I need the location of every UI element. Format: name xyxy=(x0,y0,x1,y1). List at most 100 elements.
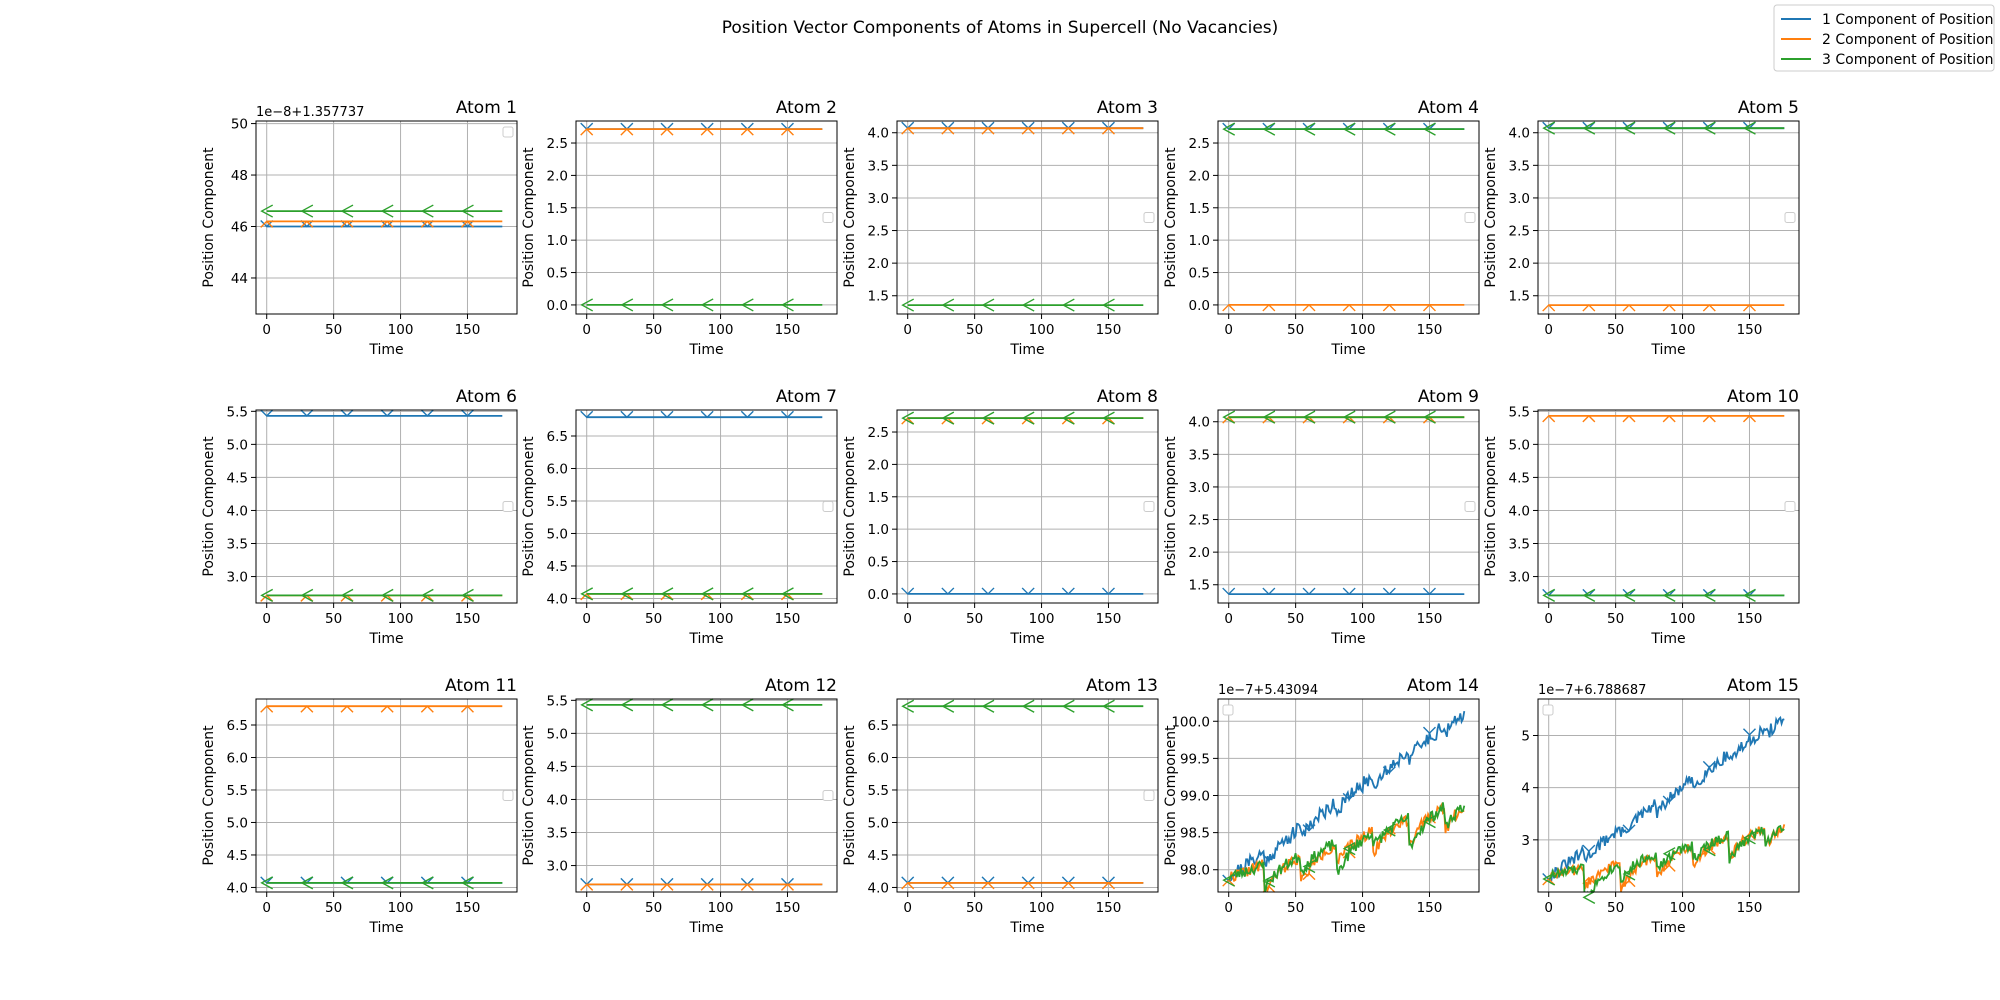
series-marker-1 xyxy=(981,587,995,595)
series-marker-2 xyxy=(1622,414,1636,423)
y-tick-label: 4.0 xyxy=(868,126,889,142)
x-tick-label: 150 xyxy=(1417,611,1443,627)
series-marker-3 xyxy=(941,411,955,425)
y-axis-label: Position Component xyxy=(842,436,858,577)
empty-legend-box xyxy=(1542,704,1554,716)
series-marker-3 xyxy=(420,204,434,218)
series-marker-3 xyxy=(1582,588,1596,603)
x-axis-label: Time xyxy=(1009,920,1044,936)
subplot-title: Atom 6 xyxy=(456,387,517,407)
series-marker-2 xyxy=(660,128,674,136)
series-marker-2 xyxy=(1742,304,1756,312)
series-marker-1 xyxy=(1342,792,1356,801)
series-marker-3 xyxy=(1262,122,1276,136)
series-marker-1 xyxy=(580,410,594,419)
figure-legend: 1 Component of Position 2 Component of P… xyxy=(1773,4,1995,72)
series-marker-2 xyxy=(1702,304,1716,312)
series-marker-2 xyxy=(1222,303,1236,312)
series-marker-1 xyxy=(340,220,354,228)
series-marker-3 xyxy=(781,587,794,601)
series-marker-2 xyxy=(380,220,394,228)
x-tick-label: 50 xyxy=(645,900,662,916)
series-marker-3 xyxy=(1262,410,1276,424)
axes-frame xyxy=(1217,409,1480,604)
series-marker-2 xyxy=(700,883,714,891)
empty-legend-box xyxy=(1464,501,1476,512)
series-marker-3 xyxy=(1061,411,1075,425)
subplot-15: 0 50 100 150 3 4 5 1e−7+6.788687 Atom 15 Time Posi… xyxy=(1483,676,1800,936)
x-tick-label: 50 xyxy=(1287,611,1304,627)
series-marker-2 xyxy=(1662,864,1676,872)
series-marker-2 xyxy=(1382,303,1396,312)
x-axis-label: Time xyxy=(1650,631,1685,647)
series-marker-1 xyxy=(380,409,394,417)
y-tick-label: 5.0 xyxy=(547,526,568,542)
axes-frame xyxy=(896,120,1159,315)
x-tick-label: 50 xyxy=(1607,900,1624,916)
series-marker-3 xyxy=(380,204,394,218)
series-marker-1 xyxy=(700,410,714,419)
series-marker-3 xyxy=(1622,867,1636,881)
x-tick-label: 150 xyxy=(1737,900,1763,916)
y-tick-label: 4 xyxy=(1521,781,1530,797)
y-tick-label: 4.5 xyxy=(547,559,568,575)
series-marker-2 xyxy=(620,883,634,891)
series-marker-1 xyxy=(1662,795,1676,804)
y-tick-label: 50 xyxy=(231,117,248,133)
y-tick-label: 6.5 xyxy=(227,718,248,734)
empty-legend-box xyxy=(822,501,834,512)
y-axis-label: Position Component xyxy=(842,147,858,288)
series-marker-2 xyxy=(260,220,274,228)
y-tick-label: 2.0 xyxy=(868,256,889,272)
series-marker-2 xyxy=(1021,881,1035,890)
y-tick-label: 5.0 xyxy=(227,437,248,453)
y-tick-label: 1.5 xyxy=(868,289,889,305)
y-axis-label: Position Component xyxy=(1163,147,1179,288)
legend-entry-3: 3 Component of Position xyxy=(1781,52,1994,68)
y-tick-label: 6.0 xyxy=(547,461,568,477)
series-marker-1 xyxy=(300,220,314,228)
x-tick-label: 0 xyxy=(1544,900,1553,916)
y-tick-label: 1.0 xyxy=(547,233,568,249)
series-marker-2 xyxy=(420,705,434,713)
series-marker-2 xyxy=(1422,303,1436,312)
y-tick-label: 3.0 xyxy=(1189,480,1210,496)
series-marker-3 xyxy=(300,588,314,603)
x-tick-label: 0 xyxy=(1544,611,1553,627)
series-marker-3 xyxy=(981,411,995,425)
subplot-title: Atom 2 xyxy=(776,98,837,118)
subplot-title: Atom 8 xyxy=(1097,387,1158,407)
series-marker-3 xyxy=(300,204,314,218)
y-tick-label: 1.5 xyxy=(1189,201,1210,217)
y-axis-label: Position Component xyxy=(1483,436,1499,577)
series-marker-2 xyxy=(901,881,915,890)
series-marker-2 xyxy=(1061,127,1075,135)
series-marker-2 xyxy=(1582,304,1596,312)
y-tick-label: 99.0 xyxy=(1180,789,1210,805)
y-tick-label: 5.5 xyxy=(547,693,568,709)
series-marker-3 xyxy=(1222,873,1236,887)
y-tick-label: 48 xyxy=(231,168,248,184)
series-line-3 xyxy=(1548,824,1785,892)
x-tick-label: 100 xyxy=(1029,611,1055,627)
subplot-title: Atom 15 xyxy=(1727,676,1799,696)
y-tick-label: 4.5 xyxy=(1509,470,1530,486)
y-tick-label: 6.5 xyxy=(547,429,568,445)
x-tick-label: 150 xyxy=(1737,611,1763,627)
series-marker-3 xyxy=(420,876,434,890)
series-marker-2 xyxy=(300,705,314,713)
x-tick-label: 0 xyxy=(1224,900,1233,916)
x-tick-label: 50 xyxy=(966,900,983,916)
x-tick-label: 50 xyxy=(325,611,342,627)
series-marker-3 xyxy=(1302,859,1316,874)
series-marker-3 xyxy=(1662,588,1676,603)
series-marker-1 xyxy=(941,587,955,595)
x-tick-label: 150 xyxy=(1417,900,1443,916)
y-axis-label: Position Component xyxy=(1163,436,1179,577)
y-tick-label: 4.0 xyxy=(1509,126,1530,142)
subplot-11: 0 50 100 150 4.0 4.5 5.0 5.5 6.0 6.5 Atom 11 Time Po… xyxy=(201,676,518,936)
series-marker-3 xyxy=(380,588,394,603)
y-axis-label: Position Component xyxy=(201,436,217,577)
series-marker-2 xyxy=(981,881,995,890)
series-marker-2 xyxy=(1622,304,1636,312)
